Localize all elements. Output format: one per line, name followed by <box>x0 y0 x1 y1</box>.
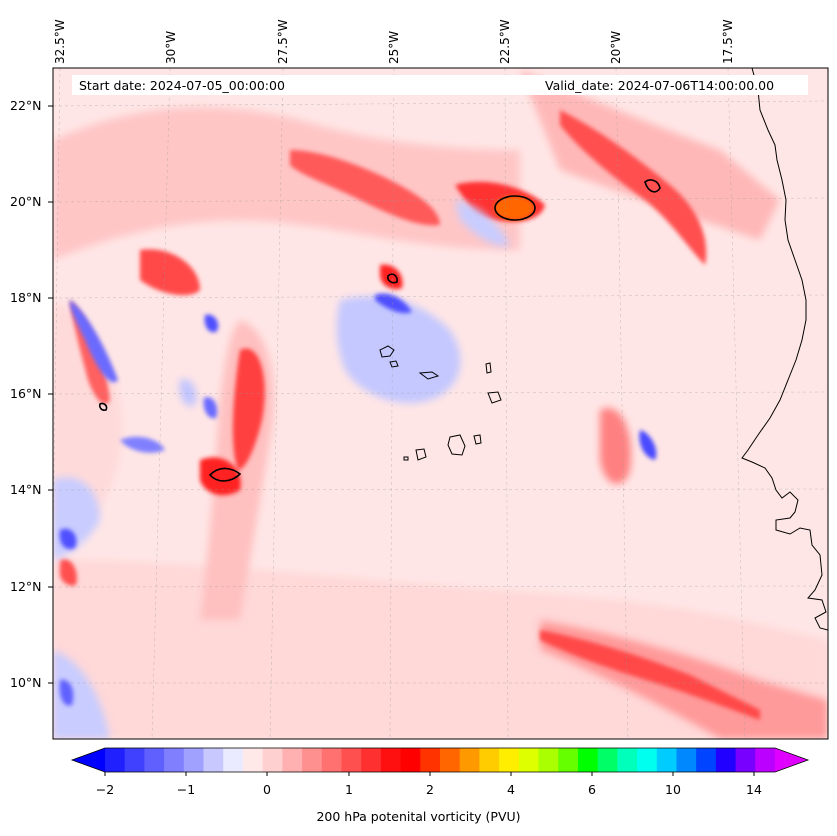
cbar-tick-m2: −2 <box>95 782 115 797</box>
lat-label-20n: 20°N <box>10 194 42 209</box>
cbar-tick-m1: −1 <box>176 782 196 797</box>
cbar-tick-6: 6 <box>588 782 596 797</box>
colorbar-segment <box>459 748 481 772</box>
colorbar-segment <box>164 748 185 772</box>
start-date-label: Start date: 2024-07-05_00:00:00 <box>79 78 285 93</box>
colorbar-segment <box>380 748 402 772</box>
cbar-tick-0: 0 <box>263 782 271 797</box>
colorbar-segment <box>597 748 618 772</box>
colorbar-segment <box>617 748 638 772</box>
cbar-tick-14: 14 <box>746 782 762 797</box>
colorbar-segment <box>203 748 224 772</box>
colorbar-segment <box>400 748 421 772</box>
colorbar-segment <box>242 748 264 772</box>
pv-field <box>53 68 828 739</box>
cbar-tick-4: 4 <box>507 782 515 797</box>
cbar-tick-10: 10 <box>665 782 681 797</box>
lon-label-27-5w: 27.5°W <box>276 19 290 64</box>
colorbar-segment <box>499 748 520 772</box>
lon-label-25w: 25°W <box>387 30 401 64</box>
lat-label-22n: 22°N <box>10 98 42 113</box>
colorbar-min-arrow <box>72 748 105 772</box>
colorbar-segment <box>479 748 500 772</box>
colorbar-segment <box>440 748 461 772</box>
lon-label-17-5w: 17.5°W <box>721 19 735 64</box>
colorbar-segment <box>637 748 658 772</box>
colorbar-segment <box>321 748 343 772</box>
lat-label-14n: 14°N <box>10 482 42 497</box>
lon-label-22-5w: 22.5°W <box>498 19 512 64</box>
colorbar-segment <box>223 748 244 772</box>
colorbar-segment <box>676 748 697 772</box>
lat-label-18n: 18°N <box>10 290 42 305</box>
lon-label-30w: 30°W <box>164 30 178 64</box>
colorbar-segment <box>735 748 756 772</box>
colorbar-segment <box>538 748 559 772</box>
colorbar-max-arrow <box>775 748 808 772</box>
colorbar-segment <box>696 748 717 772</box>
colorbar-segment <box>341 748 362 772</box>
valid-date-label: Valid_date: 2024-07-06T14:00:00.00 <box>545 78 775 93</box>
lon-label-32-5w: 32.5°W <box>53 19 67 64</box>
lat-label-12n: 12°N <box>10 579 42 594</box>
colorbar-segment <box>755 748 776 772</box>
colorbar-segment <box>302 748 323 772</box>
colorbar-segment <box>577 748 599 772</box>
colorbar-segment <box>558 748 579 772</box>
colorbar-segment <box>144 748 165 772</box>
colorbar <box>70 747 810 776</box>
colorbar-segment <box>715 748 737 772</box>
colorbar-segment <box>124 748 146 772</box>
colorbar-segment <box>105 748 126 772</box>
colorbar-segment <box>518 748 540 772</box>
colorbar-segment <box>656 748 678 772</box>
lat-label-16n: 16°N <box>10 386 42 401</box>
colorbar-segment <box>262 748 283 772</box>
colorbar-segment <box>420 748 441 772</box>
colorbar-label: 200 hPa potenital vorticity (PVU) <box>316 809 521 824</box>
colorbar-segment <box>282 748 303 772</box>
colorbar-segment <box>183 748 205 772</box>
cbar-tick-1: 1 <box>345 782 353 797</box>
lat-label-10n: 10°N <box>10 675 42 690</box>
lon-label-20w: 20°W <box>609 30 623 64</box>
cbar-tick-2: 2 <box>426 782 434 797</box>
colorbar-segment <box>361 748 382 772</box>
